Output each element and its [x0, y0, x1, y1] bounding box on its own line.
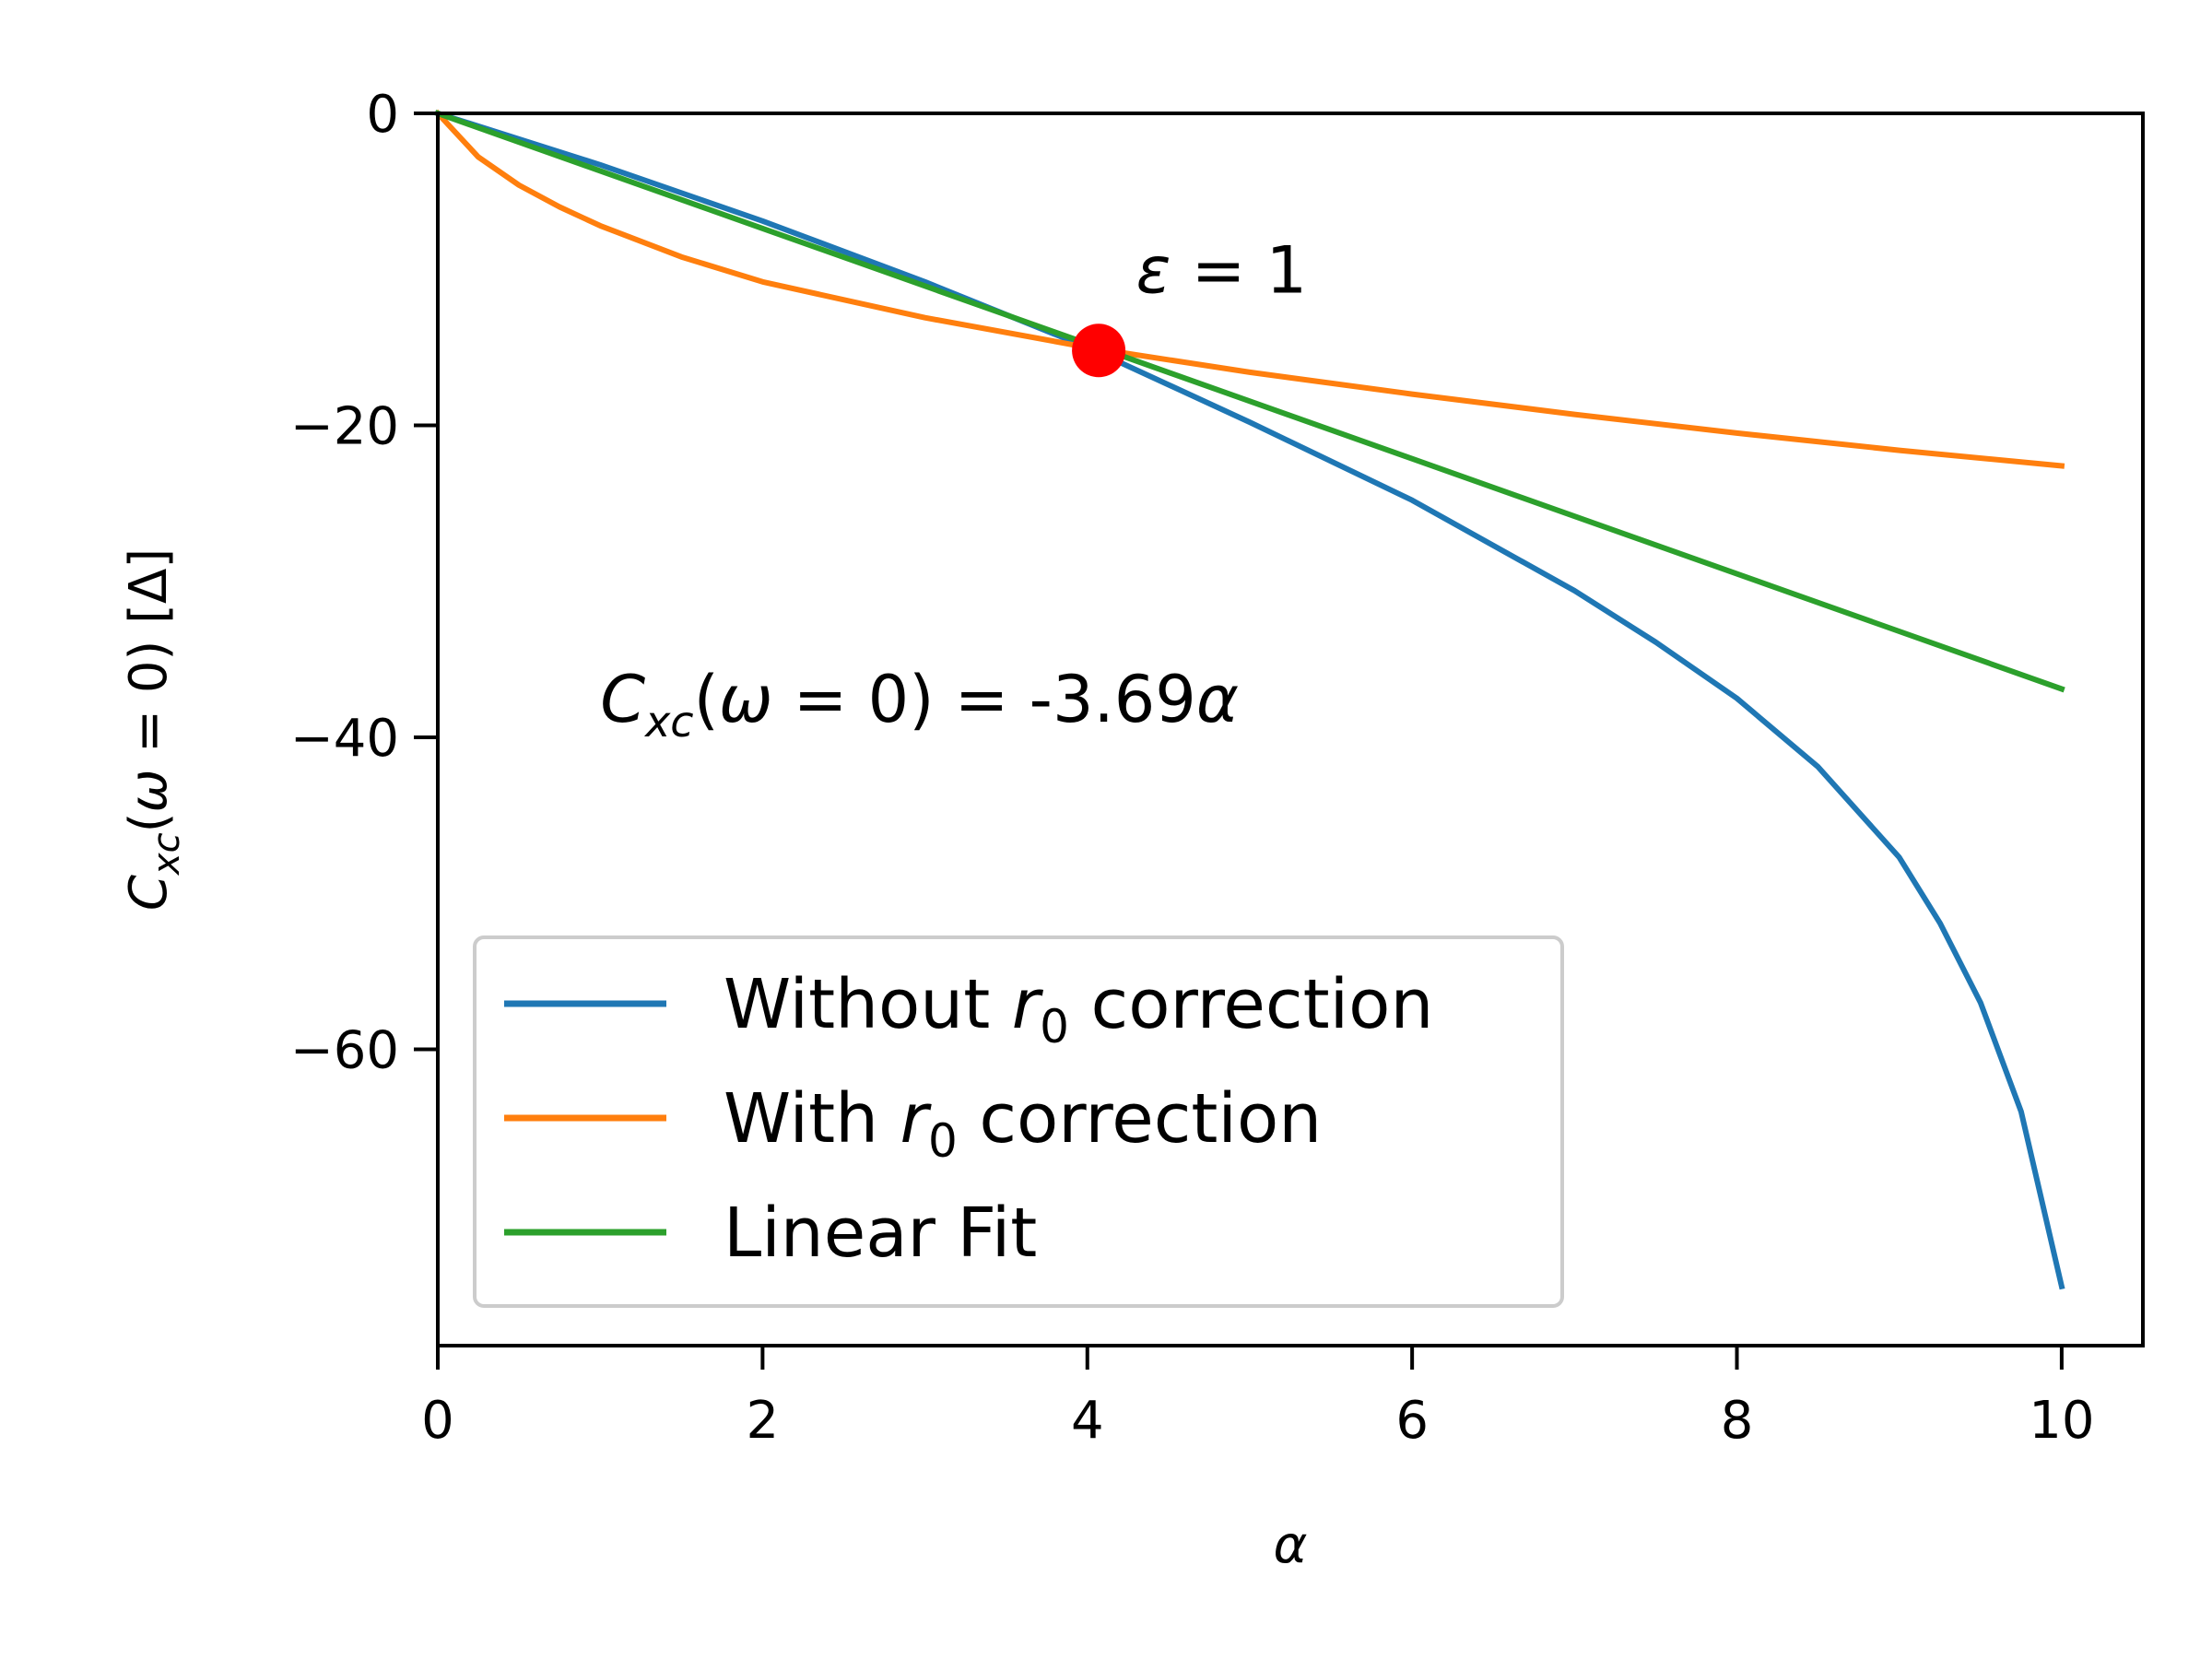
series-line-2: [434, 110, 2065, 693]
series-lines: [433, 109, 2065, 1290]
marker-layer: [1072, 324, 1126, 378]
fit-equation-annotation: Cxc(ω = 0) = -3.69α: [600, 662, 1239, 747]
legend-box: [473, 935, 1564, 1308]
y-tick-label: −20: [290, 396, 399, 456]
x-tick-label: 8: [1721, 1391, 1754, 1451]
x-axis-label: α: [1274, 1515, 1308, 1575]
legend-label-0: Without r0 correction: [724, 965, 1433, 1053]
x-tick-label: 4: [1071, 1391, 1104, 1451]
series-line-0: [434, 110, 2065, 1290]
y-tick-label: −40: [290, 709, 399, 769]
legend-label-1: With r0 correction: [724, 1079, 1322, 1168]
y-tick-label: 0: [366, 85, 399, 145]
intersection-marker: [1072, 324, 1126, 378]
plot-frame: [436, 112, 2145, 1347]
x-tick-label: 10: [2029, 1391, 2094, 1451]
x-tick-label: 6: [1395, 1391, 1429, 1451]
legend: Without r0 correction With r0 correction L…: [473, 935, 1564, 1308]
x-tick-label: 0: [421, 1391, 454, 1451]
legend-label-2: Linear Fit: [724, 1194, 1037, 1273]
epsilon-annotation: ε = 1: [1136, 233, 1308, 309]
y-axis-label: Cxc(ω = 0) [Δ]: [119, 548, 188, 911]
x-ticks: 0 2 4 6 8 10: [421, 1346, 2095, 1451]
y-tick-label: −60: [290, 1020, 399, 1080]
x-tick-label: 2: [747, 1391, 780, 1451]
y-ticks: 0 −20 −40 −60: [290, 85, 438, 1080]
series-line-1: [433, 109, 2065, 469]
